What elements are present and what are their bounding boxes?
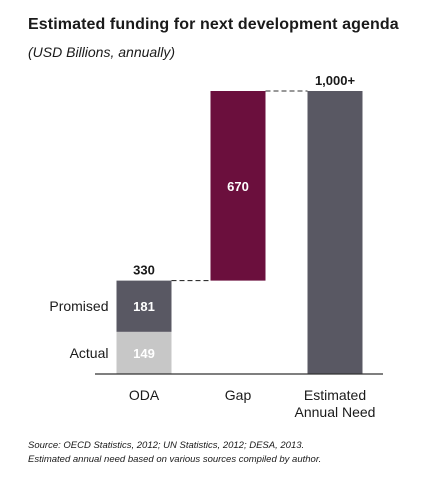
- total-label-oda: 330: [133, 263, 155, 278]
- segment-name-promised: Promised: [49, 298, 108, 314]
- source-line-1: Source: OECD Statistics, 2012; UN Statis…: [28, 440, 305, 451]
- x-tick-oda: ODA: [129, 387, 160, 403]
- x-tick-gap: Gap: [225, 387, 252, 403]
- chart-subtitle: (USD Billions, annually): [28, 44, 176, 60]
- bar-gap-segment: [210, 91, 266, 281]
- bar-estimated-annual-need-segment: [307, 91, 363, 374]
- data-label-oda-actual: 149: [133, 346, 155, 361]
- bar-oda-promised: [116, 280, 172, 332]
- data-label-oda-promised: 181: [133, 299, 155, 314]
- segment-name-actual: Actual: [70, 345, 109, 361]
- source-note: Source: OECD Statistics, 2012; UN Statis…: [28, 439, 321, 467]
- chart-title: Estimated funding for next development a…: [28, 16, 399, 33]
- source-line-2: Estimated annual need based on various s…: [28, 454, 322, 465]
- data-label-gap: 670: [227, 179, 249, 194]
- x-tick-estimated-annual-need: Estimated Annual Need: [295, 387, 376, 420]
- bar-oda-actual: [116, 331, 172, 374]
- total-label-estimated-annual-need: 1,000+: [315, 73, 356, 88]
